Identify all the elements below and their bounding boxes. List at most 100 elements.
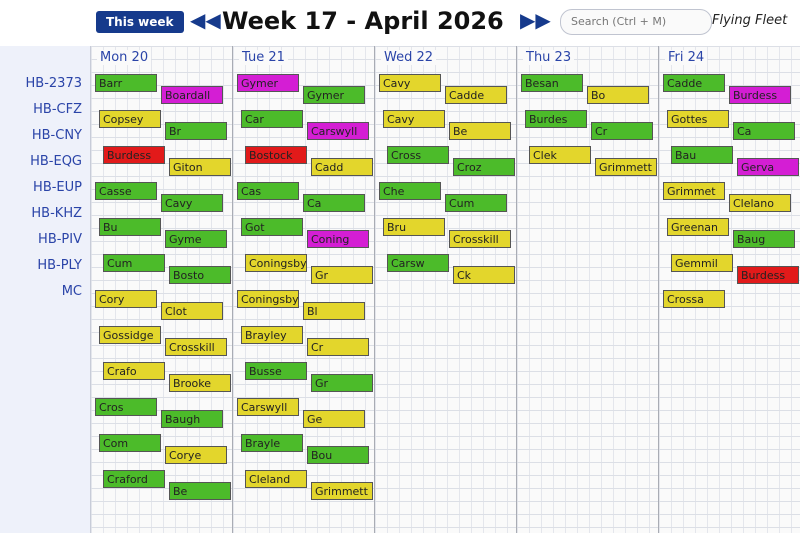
task-block[interactable]: Croz bbox=[453, 158, 515, 176]
task-block[interactable]: Ck bbox=[453, 266, 515, 284]
aircraft-list: HB-2373 HB-CFZ HB-CNY HB-EQG HB-EUP HB-KHZ HB-… bbox=[0, 46, 91, 533]
task-block[interactable]: Giton bbox=[169, 158, 231, 176]
day-label: Tue 21 bbox=[239, 50, 288, 65]
task-block[interactable]: Crosskill bbox=[449, 230, 511, 248]
task-block[interactable]: Baug bbox=[733, 230, 795, 248]
task-block[interactable]: Bosto bbox=[169, 266, 231, 284]
task-block[interactable]: Busse bbox=[245, 362, 307, 380]
task-block[interactable]: Burdess bbox=[729, 86, 791, 104]
next-week[interactable]: ▶▶ bbox=[520, 8, 551, 32]
task-block[interactable]: Bo bbox=[587, 86, 649, 104]
task-block[interactable]: Crossa bbox=[663, 290, 725, 308]
task-block[interactable]: Br bbox=[165, 122, 227, 140]
task-block[interactable]: Brayle bbox=[241, 434, 303, 452]
aircraft-reg[interactable]: HB-EUP bbox=[33, 180, 82, 195]
task-block[interactable]: Gymer bbox=[237, 74, 299, 92]
task-block[interactable]: Bl bbox=[303, 302, 365, 320]
task-block[interactable]: Gr bbox=[311, 374, 373, 392]
task-block[interactable]: Gerva bbox=[737, 158, 799, 176]
task-block[interactable]: Gottes bbox=[667, 110, 729, 128]
task-block[interactable]: Grimmet bbox=[663, 182, 725, 200]
task-block[interactable]: Cr bbox=[307, 338, 369, 356]
task-block[interactable]: Ca bbox=[303, 194, 365, 212]
task-block[interactable]: Barr bbox=[95, 74, 157, 92]
task-block[interactable]: Cadde bbox=[663, 74, 725, 92]
task-block[interactable]: Coning bbox=[307, 230, 369, 248]
task-block[interactable]: Burdes bbox=[525, 110, 587, 128]
task-block[interactable]: Cum bbox=[445, 194, 507, 212]
task-block[interactable]: Grimmett bbox=[311, 482, 373, 500]
task-block[interactable]: Cross bbox=[387, 146, 449, 164]
top-bar: This week ◀◀ Week 17 - April 2026 ▶▶ Sea… bbox=[0, 0, 800, 47]
task-block[interactable]: Bu bbox=[99, 218, 161, 236]
task-block[interactable]: Burdess bbox=[103, 146, 165, 164]
task-block[interactable]: Crafo bbox=[103, 362, 165, 380]
task-block[interactable]: Grimmett bbox=[595, 158, 657, 176]
aircraft-reg[interactable]: HB-CFZ bbox=[33, 102, 82, 117]
task-block[interactable]: Coningsby bbox=[237, 290, 299, 308]
task-block[interactable]: Craford bbox=[103, 470, 165, 488]
task-block[interactable]: Cavy bbox=[379, 74, 441, 92]
task-block[interactable]: Cory bbox=[95, 290, 157, 308]
task-block[interactable]: Got bbox=[241, 218, 303, 236]
task-block[interactable]: Cr bbox=[591, 122, 653, 140]
task-block[interactable]: Clot bbox=[161, 302, 223, 320]
task-block[interactable]: Copsey bbox=[99, 110, 161, 128]
task-block[interactable]: Coningsby bbox=[245, 254, 307, 272]
aircraft-reg[interactable]: HB-PIV bbox=[38, 232, 82, 247]
task-block[interactable]: Bou bbox=[307, 446, 369, 464]
aircraft-reg[interactable]: HB-PLY bbox=[37, 258, 82, 273]
aircraft-reg[interactable]: HB-CNY bbox=[31, 128, 82, 143]
task-block[interactable]: Cum bbox=[103, 254, 165, 272]
task-block[interactable]: Baugh bbox=[161, 410, 223, 428]
task-block[interactable]: Bostock bbox=[245, 146, 307, 164]
this-week-button[interactable]: This week bbox=[96, 11, 184, 33]
aircraft-reg[interactable]: HB-KHZ bbox=[31, 206, 82, 221]
prev-week[interactable]: ◀◀ bbox=[190, 8, 221, 32]
aircraft-reg[interactable]: HB-2373 bbox=[25, 76, 82, 91]
search-box[interactable]: Search (Ctrl + M) bbox=[560, 9, 712, 35]
task-block[interactable]: Clek bbox=[529, 146, 591, 164]
task-block[interactable]: Cavy bbox=[161, 194, 223, 212]
task-block[interactable]: Gemmil bbox=[671, 254, 733, 272]
task-block[interactable]: Cleland bbox=[245, 470, 307, 488]
task-block[interactable]: Corye bbox=[165, 446, 227, 464]
day-label: Thu 23 bbox=[523, 50, 575, 65]
task-block[interactable]: Gr bbox=[311, 266, 373, 284]
aircraft-reg[interactable]: HB-EQG bbox=[30, 154, 82, 169]
day-column: Tue 21 Gymer Gymer Car Carswyll Bostock Cadd Ca… bbox=[233, 46, 378, 533]
task-block[interactable]: Cadd bbox=[311, 158, 373, 176]
task-block[interactable]: Besan bbox=[521, 74, 583, 92]
task-block[interactable]: Cas bbox=[237, 182, 299, 200]
task-block[interactable]: Cadde bbox=[445, 86, 507, 104]
task-block[interactable]: Gymer bbox=[303, 86, 365, 104]
task-block[interactable]: Bru bbox=[383, 218, 445, 236]
task-block[interactable]: Brooke bbox=[169, 374, 231, 392]
day-column: Thu 23 Besan Bo Burdes Cr Clek Grimmett bbox=[517, 46, 662, 533]
task-block[interactable]: Greenan bbox=[667, 218, 729, 236]
task-block[interactable]: Cavy bbox=[383, 110, 445, 128]
task-block[interactable]: Boardall bbox=[161, 86, 223, 104]
task-block[interactable]: Be bbox=[449, 122, 511, 140]
task-block[interactable]: Carswyll bbox=[237, 398, 299, 416]
task-block[interactable]: Casse bbox=[95, 182, 157, 200]
task-block[interactable]: Clelano bbox=[729, 194, 791, 212]
task-block[interactable]: Carswyll bbox=[307, 122, 369, 140]
task-block[interactable]: Com bbox=[99, 434, 161, 452]
task-block[interactable]: Bau bbox=[671, 146, 733, 164]
aircraft-reg[interactable]: MC bbox=[61, 284, 82, 299]
task-block[interactable]: Burdess bbox=[737, 266, 799, 284]
logo: Flying Fleet bbox=[712, 13, 788, 28]
task-block[interactable]: Gyme bbox=[165, 230, 227, 248]
task-block[interactable]: Crosskill bbox=[165, 338, 227, 356]
task-block[interactable]: Brayley bbox=[241, 326, 303, 344]
task-block[interactable]: Be bbox=[169, 482, 231, 500]
task-block[interactable]: Ge bbox=[303, 410, 365, 428]
task-block[interactable]: Ca bbox=[733, 122, 795, 140]
task-block[interactable]: Carsw bbox=[387, 254, 449, 272]
task-block[interactable]: Cros bbox=[95, 398, 157, 416]
day-column: Wed 22 Cavy Cadde Cavy Be Cross Croz Che Cum Bru C… bbox=[375, 46, 520, 533]
task-block[interactable]: Car bbox=[241, 110, 303, 128]
task-block[interactable]: Gossidge bbox=[99, 326, 161, 344]
task-block[interactable]: Che bbox=[379, 182, 441, 200]
